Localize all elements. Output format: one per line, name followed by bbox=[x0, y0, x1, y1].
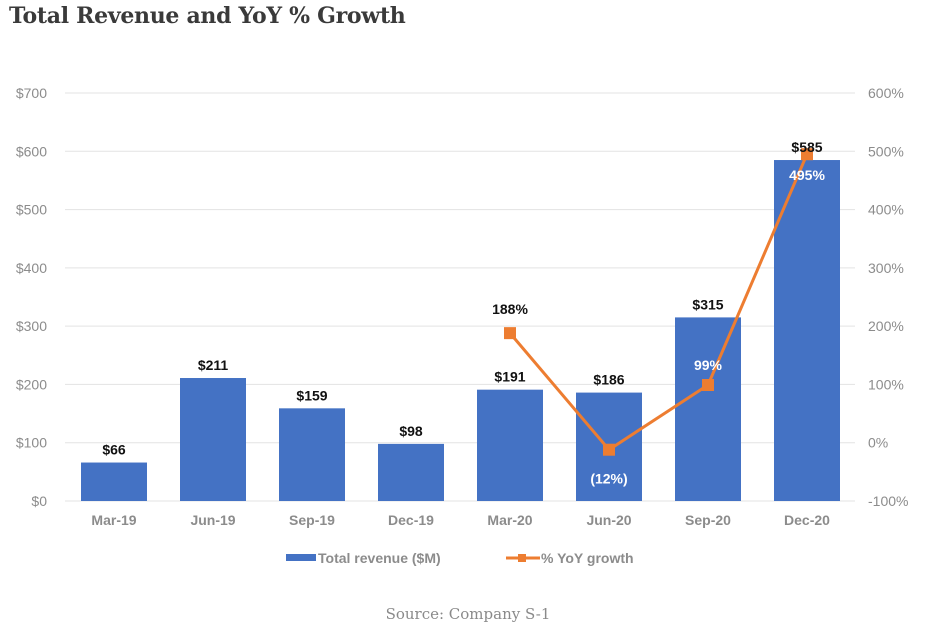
legend-revenue-label: Total revenue ($M) bbox=[318, 550, 441, 566]
revenue-bar bbox=[378, 443, 444, 501]
y2-tick-label: 400% bbox=[868, 202, 904, 218]
y2-tick-label: 0% bbox=[868, 435, 888, 451]
x-axis-ticks: Mar-19 Jun-19 Sep-19 Dec-19 Mar-20 Jun-20 Sep-… bbox=[91, 512, 830, 528]
y-tick-label: $600 bbox=[16, 143, 47, 159]
revenue-data-label: $186 bbox=[593, 372, 624, 388]
legend-revenue-swatch bbox=[286, 554, 316, 561]
revenue-data-label: $211 bbox=[198, 357, 229, 373]
growth-data-label: 99% bbox=[694, 357, 723, 373]
y-tick-label: $100 bbox=[16, 435, 47, 451]
revenue-data-label: $66 bbox=[102, 442, 126, 458]
y-tick-label: $700 bbox=[16, 85, 47, 101]
y-tick-label: $200 bbox=[16, 376, 47, 392]
legend-growth-label: % YoY growth bbox=[541, 550, 634, 566]
growth-marker bbox=[603, 443, 615, 456]
revenue-data-label: $159 bbox=[296, 387, 327, 403]
y2-tick-label: 600% bbox=[868, 85, 904, 101]
revenue-data-labels: $66 $211 $159 $98 $191 $186 $315 $585 bbox=[102, 139, 822, 458]
growth-line bbox=[504, 148, 813, 456]
growth-line-path bbox=[508, 153, 809, 452]
revenue-bar bbox=[180, 378, 246, 501]
y2-tick-label: -100% bbox=[868, 493, 908, 509]
x-tick-label: Mar-20 bbox=[487, 512, 532, 528]
growth-data-label: 495% bbox=[789, 167, 825, 183]
revenue-bar bbox=[81, 462, 147, 501]
left-axis-ticks: $0 $100 $200 $300 $400 $500 $600 $700 bbox=[16, 85, 47, 509]
legend-growth-marker bbox=[518, 554, 526, 562]
revenue-bars bbox=[81, 160, 840, 501]
growth-data-label: (12%) bbox=[590, 471, 627, 487]
y2-tick-label: 100% bbox=[868, 376, 904, 392]
x-tick-label: Dec-19 bbox=[388, 512, 434, 528]
y-tick-label: $400 bbox=[16, 260, 47, 276]
revenue-data-label: $585 bbox=[791, 139, 822, 155]
revenue-bar bbox=[477, 389, 543, 501]
y2-tick-label: 500% bbox=[868, 143, 904, 159]
y-tick-label: $500 bbox=[16, 202, 47, 218]
growth-marker bbox=[504, 327, 516, 340]
growth-data-label: 188% bbox=[492, 301, 528, 317]
legend: Total revenue ($M) % YoY growth bbox=[286, 550, 634, 566]
y-tick-label: $0 bbox=[31, 493, 47, 509]
revenue-growth-chart: $0 $100 $200 $300 $400 $500 $600 $700 -100% 0% 10… bbox=[16, 85, 909, 566]
x-tick-label: Sep-19 bbox=[289, 512, 335, 528]
growth-marker bbox=[702, 379, 714, 392]
revenue-bar bbox=[774, 160, 840, 501]
revenue-data-label: $315 bbox=[692, 296, 723, 312]
x-tick-label: Jun-20 bbox=[586, 512, 631, 528]
revenue-bar bbox=[279, 408, 345, 501]
x-tick-label: Mar-19 bbox=[91, 512, 136, 528]
x-tick-label: Dec-20 bbox=[784, 512, 830, 528]
growth-marker bbox=[801, 148, 813, 161]
revenue-bar bbox=[675, 317, 741, 501]
x-tick-label: Jun-19 bbox=[190, 512, 235, 528]
revenue-data-label: $98 bbox=[399, 423, 423, 439]
source-note: Source: Company S-1 bbox=[385, 605, 551, 623]
right-axis-ticks: -100% 0% 100% 200% 300% 400% 500% 600% bbox=[868, 85, 908, 509]
y2-tick-label: 200% bbox=[868, 318, 904, 334]
revenue-data-label: $191 bbox=[494, 369, 525, 385]
page-title: Total Revenue and YoY % Growth bbox=[9, 3, 406, 29]
y2-tick-label: 300% bbox=[868, 260, 904, 276]
x-tick-label: Sep-20 bbox=[685, 512, 731, 528]
growth-data-labels: 188% (12%) 99% 495% bbox=[492, 167, 825, 487]
y-tick-label: $300 bbox=[16, 318, 47, 334]
